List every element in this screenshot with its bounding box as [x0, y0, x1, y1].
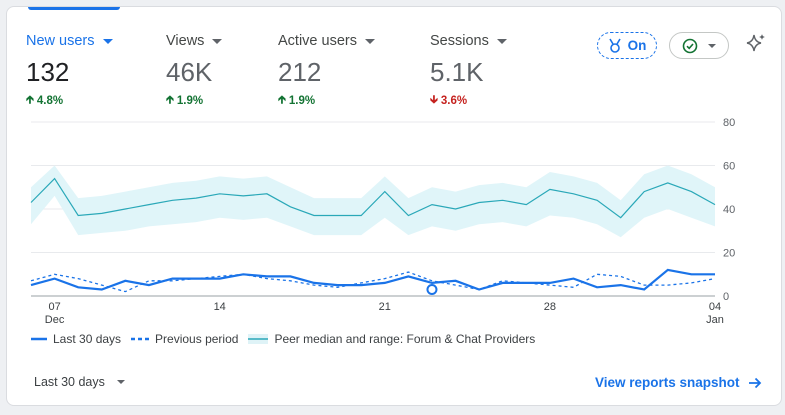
view-reports-snapshot-link[interactable]: View reports snapshot: [595, 375, 762, 390]
caret-down-icon: [102, 39, 113, 44]
metric-value: 5.1K: [430, 57, 484, 87]
x-tick-month-label: Jan: [706, 314, 724, 326]
metric-change: 🡱 1.9%: [166, 91, 222, 110]
metric-change: 🡱 4.8%: [26, 91, 113, 110]
change-value: 4.8%: [36, 94, 64, 107]
metric-tab-views[interactable]: Views 46K 🡱 1.9%: [166, 31, 223, 110]
toggle-label: On: [627, 38, 647, 53]
x-tick-label: 07: [48, 301, 60, 313]
chart-legend: Last 30 days Previous period Peer median…: [31, 332, 545, 346]
y-tick-label: 0: [723, 291, 729, 303]
metric-value: 46K: [166, 57, 213, 87]
x-tick-label: 04: [709, 301, 721, 313]
arrow-up-icon: 🡱: [26, 94, 34, 106]
caret-down-icon: [708, 43, 716, 48]
change-value: 1.9%: [288, 94, 316, 107]
metric-tab-active-users[interactable]: Active users 212 🡱 1.9%: [278, 31, 375, 110]
dashed-line-swatch: [131, 337, 150, 341]
arrow-up-icon: 🡱: [278, 94, 286, 106]
y-tick-label: 80: [723, 117, 735, 129]
peer-range-band: [31, 165, 715, 238]
date-range-label: Last 30 days: [34, 375, 105, 389]
metric-label: Sessions: [430, 33, 489, 49]
series-line-peer-median: [30, 177, 716, 219]
metric-value: 212: [278, 57, 322, 87]
benchmark-toggle[interactable]: On: [597, 32, 657, 59]
y-tick-label: 60: [723, 161, 735, 173]
legend-label: Last 30 days: [53, 332, 122, 346]
arrow-right-icon: [748, 377, 761, 388]
metric-tab-new-users[interactable]: New users 132 🡱 4.8%: [26, 31, 113, 110]
caret-down-icon: [212, 39, 223, 44]
change-value: 1.9%: [176, 94, 204, 107]
x-tick-month-label: Dec: [45, 314, 65, 326]
metric-label: New users: [26, 33, 95, 49]
metric-change: 🡱 1.9%: [278, 91, 375, 110]
change-value: 3.6%: [440, 94, 468, 107]
caret-down-icon: [364, 39, 375, 44]
sparkle-icon[interactable]: [745, 33, 767, 55]
legend-item-peer[interactable]: Peer median and range: Forum & Chat Prov…: [248, 332, 535, 346]
caret-down-icon: [496, 39, 507, 44]
solid-line-swatch: [31, 337, 47, 341]
band-swatch: [248, 334, 269, 344]
metric-tab-sessions[interactable]: Sessions 5.1K 🡳 3.6%: [430, 31, 507, 110]
y-tick-label: 40: [723, 204, 735, 216]
metric-value: 132: [26, 57, 70, 87]
check-circle-icon: [682, 38, 698, 53]
metric-label: Active users: [278, 33, 357, 49]
highlight-point-marker: [426, 283, 438, 295]
legend-item-current[interactable]: Last 30 days: [31, 332, 121, 346]
x-tick-label: 14: [214, 301, 226, 313]
metric-change: 🡳 3.6%: [430, 91, 507, 110]
series-line-last-30-days: [30, 268, 715, 291]
link-label: View reports snapshot: [595, 375, 740, 390]
series-line-previous-period: [30, 271, 716, 293]
caret-down-icon: [116, 380, 125, 384]
legend-label: Peer median and range: Forum & Chat Prov…: [274, 332, 536, 346]
x-tick-label: 21: [379, 301, 391, 313]
legend-item-previous[interactable]: Previous period: [131, 332, 238, 346]
medal-icon: [608, 38, 621, 53]
arrow-down-icon: 🡳: [430, 94, 438, 106]
x-tick-label: 28: [544, 301, 556, 313]
status-dropdown[interactable]: [669, 32, 729, 59]
arrow-up-icon: 🡱: [166, 94, 174, 106]
metric-label: Views: [166, 33, 205, 49]
users-overview-card: New users 132 🡱 4.8% Views 46K 🡱 1.9% Acti…: [6, 6, 782, 406]
y-tick-label: 20: [723, 248, 735, 260]
legend-label: Previous period: [155, 332, 239, 346]
active-tab-indicator: [28, 7, 120, 10]
date-range-dropdown[interactable]: Last 30 days: [34, 375, 125, 389]
